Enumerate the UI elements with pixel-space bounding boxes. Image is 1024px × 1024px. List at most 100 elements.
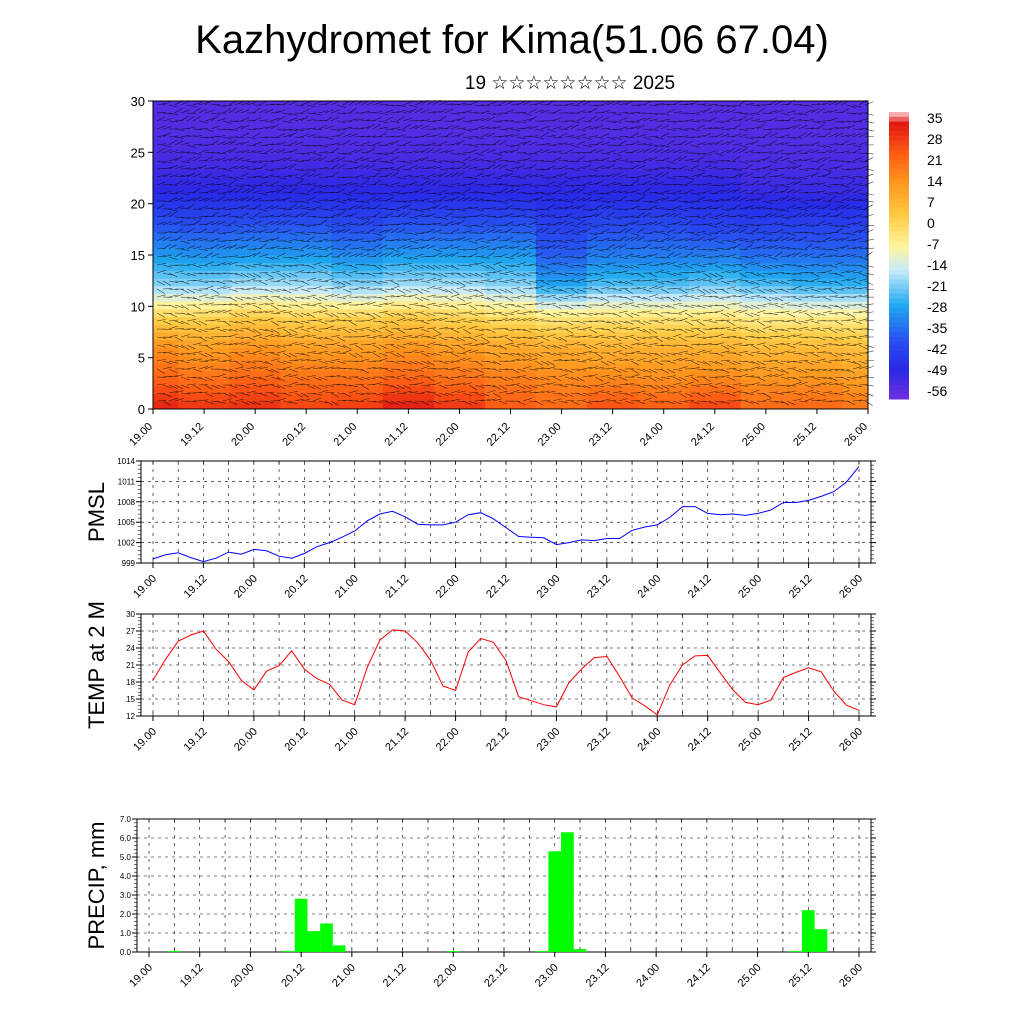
heat-cell — [484, 385, 537, 395]
wind-barb — [432, 166, 442, 170]
wind-barb — [258, 295, 268, 298]
wind-barb — [846, 269, 856, 274]
wind-barb — [708, 248, 718, 252]
wind-barb — [312, 384, 322, 390]
wind-barb — [486, 344, 496, 348]
wind-barb — [210, 112, 220, 116]
wind-barb — [270, 384, 280, 388]
wind-barb — [234, 264, 244, 267]
wind-barb — [630, 342, 640, 346]
wind-barb — [612, 157, 622, 162]
wind-barb — [528, 240, 538, 244]
wind-barb — [678, 344, 688, 347]
wind-barb — [594, 376, 604, 382]
wind-barb — [240, 109, 250, 114]
wind-barb — [768, 400, 778, 403]
wind-barb — [744, 172, 754, 178]
heat-cell — [536, 147, 588, 156]
wind-barb — [282, 157, 292, 162]
wind-barb — [330, 335, 340, 338]
wind-barb — [264, 256, 274, 260]
wind-barb — [732, 228, 741, 234]
wind-barb — [216, 135, 226, 138]
wind-barb — [798, 124, 808, 130]
wind-barb — [234, 341, 244, 346]
heat-cell — [740, 139, 792, 148]
wind-barb — [552, 142, 562, 146]
wind-barb — [828, 328, 838, 334]
wind-barb — [516, 279, 526, 282]
wind-barb — [630, 368, 639, 374]
wind-barb — [426, 264, 436, 270]
wind-barb — [396, 192, 406, 195]
wind-barb — [216, 309, 226, 314]
wind-barb — [372, 280, 382, 285]
wind-barb — [810, 320, 820, 324]
wind-barb — [324, 191, 334, 194]
wind-barb — [432, 374, 442, 378]
wind-barb — [264, 296, 273, 302]
wind-barb — [672, 239, 682, 242]
wind-barb — [456, 272, 465, 278]
heat-cell — [638, 293, 690, 302]
wind-barb — [168, 149, 178, 154]
wind-barb — [798, 392, 808, 396]
wind-barb — [606, 312, 616, 315]
wind-barb — [618, 243, 627, 250]
heat-cell — [740, 231, 792, 241]
wind-barb — [780, 310, 790, 314]
wind-barb — [312, 152, 322, 156]
wind-barb — [372, 197, 382, 202]
heat-cell — [382, 255, 435, 264]
heat-cell — [433, 316, 486, 325]
wind-barb — [810, 142, 820, 146]
wind-barb — [390, 191, 400, 194]
wind-barb — [384, 109, 394, 114]
wind-barb — [390, 238, 400, 242]
wind-barb — [828, 133, 838, 138]
heat-cell — [484, 301, 537, 310]
wind-barb — [432, 343, 442, 346]
wind-barb — [816, 382, 826, 386]
wind-barb — [522, 390, 532, 394]
wind-barb — [576, 128, 586, 131]
wind-barb — [828, 304, 838, 308]
wind-barb — [846, 198, 856, 202]
wind-barb — [372, 400, 382, 403]
wind-barb — [768, 117, 778, 122]
heat-cell — [178, 216, 231, 225]
wind-barb — [642, 397, 652, 402]
wind-barb — [318, 288, 328, 292]
wind-barb — [786, 384, 796, 387]
wind-barb — [648, 264, 658, 267]
wind-barb — [402, 288, 412, 293]
wind-barb — [336, 200, 346, 204]
wind-barb — [354, 352, 364, 358]
heat-cell — [536, 224, 588, 233]
wind-barb — [372, 382, 382, 386]
wind-barb — [324, 136, 334, 140]
wind-barb — [684, 237, 694, 242]
wind-barb — [282, 256, 292, 259]
wind-barb — [804, 127, 814, 130]
heat-cell — [382, 362, 435, 371]
wind-barb — [522, 317, 532, 322]
wind-barb — [252, 304, 262, 310]
wind-barb — [564, 312, 574, 316]
wind-barb — [684, 304, 694, 309]
wind-barb — [534, 214, 544, 218]
heat-cell — [587, 139, 639, 148]
heat-cell — [638, 108, 690, 117]
wind-barb — [636, 134, 646, 138]
wind-barb — [186, 144, 196, 148]
wind-barb — [336, 152, 346, 155]
wind-barb — [660, 172, 669, 178]
wind-barb — [840, 319, 850, 322]
wind-barb — [426, 236, 436, 242]
wind-barb — [378, 311, 388, 314]
wind-barb — [348, 312, 358, 317]
wind-barb — [504, 144, 514, 148]
heat-cell — [536, 208, 588, 217]
wind-barb — [420, 167, 430, 170]
wind-barb — [702, 142, 712, 146]
